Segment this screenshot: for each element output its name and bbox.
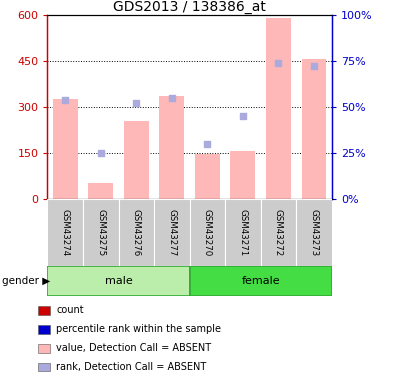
Bar [190,199,225,266]
Text: GSM43273: GSM43273 [310,209,318,256]
Bar [195,154,220,199]
Point [133,100,139,106]
Point [62,96,68,102]
Point [311,63,317,69]
Bar [261,199,296,266]
Text: GSM43274: GSM43274 [61,209,70,256]
Text: GSM43277: GSM43277 [167,209,176,256]
Bar [296,199,332,266]
Text: value, Detection Call = ABSENT: value, Detection Call = ABSENT [56,343,211,353]
Bar [266,18,291,199]
Text: male: male [105,276,132,286]
Text: female: female [241,276,280,286]
Bar [225,199,261,266]
Bar [38,363,50,372]
Bar [118,199,154,266]
Title: GDS2013 / 138386_at: GDS2013 / 138386_at [113,0,266,14]
Bar [38,344,50,352]
Point [275,60,282,66]
Point [204,141,211,147]
Point [169,95,175,101]
Point [240,113,246,119]
Text: GSM43270: GSM43270 [203,209,212,256]
Text: GSM43275: GSM43275 [96,209,105,256]
Bar [38,325,50,334]
Bar [159,96,184,199]
Bar [302,59,327,199]
Bar [124,121,149,199]
Point [98,150,104,156]
Bar [154,199,190,266]
Bar [47,199,83,266]
Bar [83,199,118,266]
Text: gender ▶: gender ▶ [2,276,50,286]
Bar [38,306,50,315]
Bar [47,266,190,296]
Text: GSM43276: GSM43276 [132,209,141,256]
Bar [190,266,332,296]
Text: count: count [56,305,84,315]
Text: rank, Detection Call = ABSENT: rank, Detection Call = ABSENT [56,362,207,372]
Text: percentile rank within the sample: percentile rank within the sample [56,324,221,334]
Bar [88,183,113,199]
Bar [53,99,77,199]
Text: GSM43272: GSM43272 [274,209,283,256]
Bar [231,151,256,199]
Text: GSM43271: GSM43271 [239,209,247,256]
